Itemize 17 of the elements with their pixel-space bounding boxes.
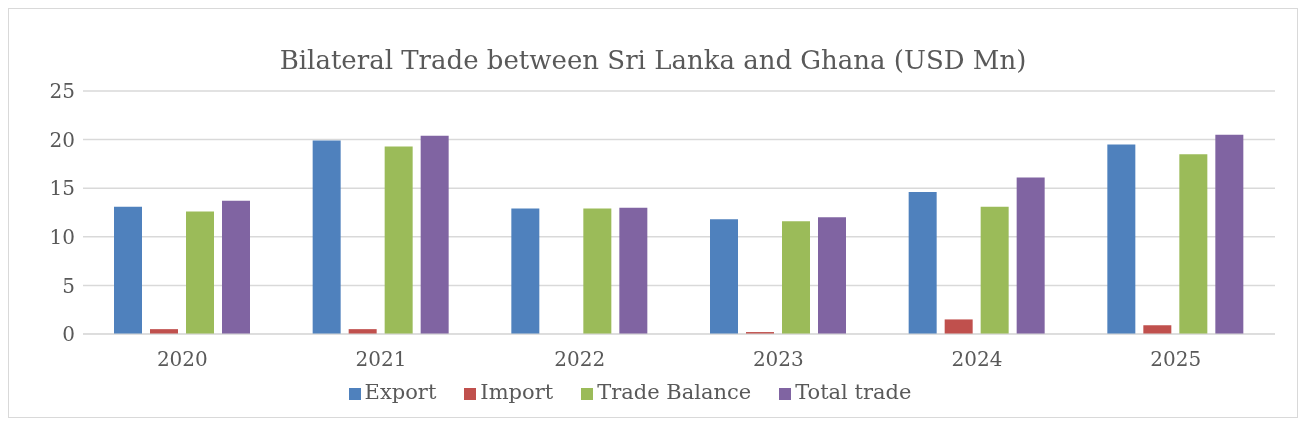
legend-label: Trade Balance — [597, 380, 752, 404]
y-tick-label: 15 — [49, 176, 75, 201]
x-tick-label: 2022 — [554, 347, 606, 372]
legend-label: Import — [480, 380, 554, 404]
y-tick-label: 20 — [49, 127, 75, 152]
x-tick-label: 2020 — [156, 347, 208, 372]
y-tick-label: 25 — [49, 79, 75, 104]
x-tick-label: 2024 — [951, 347, 1003, 372]
chart-title: Bilateral Trade between Sri Lanka and Ghana (USD Mn) — [278, 45, 1028, 75]
legend-label: Total trade — [795, 380, 912, 404]
legend-label: Export — [364, 380, 437, 404]
x-tick-label: 2023 — [752, 347, 804, 372]
x-tick-label: 2025 — [1150, 347, 1202, 372]
y-tick-label: 5 — [62, 273, 75, 298]
y-tick-label: 0 — [62, 322, 75, 347]
y-tick-label: 10 — [49, 224, 75, 249]
x-tick-label: 2021 — [355, 347, 407, 372]
